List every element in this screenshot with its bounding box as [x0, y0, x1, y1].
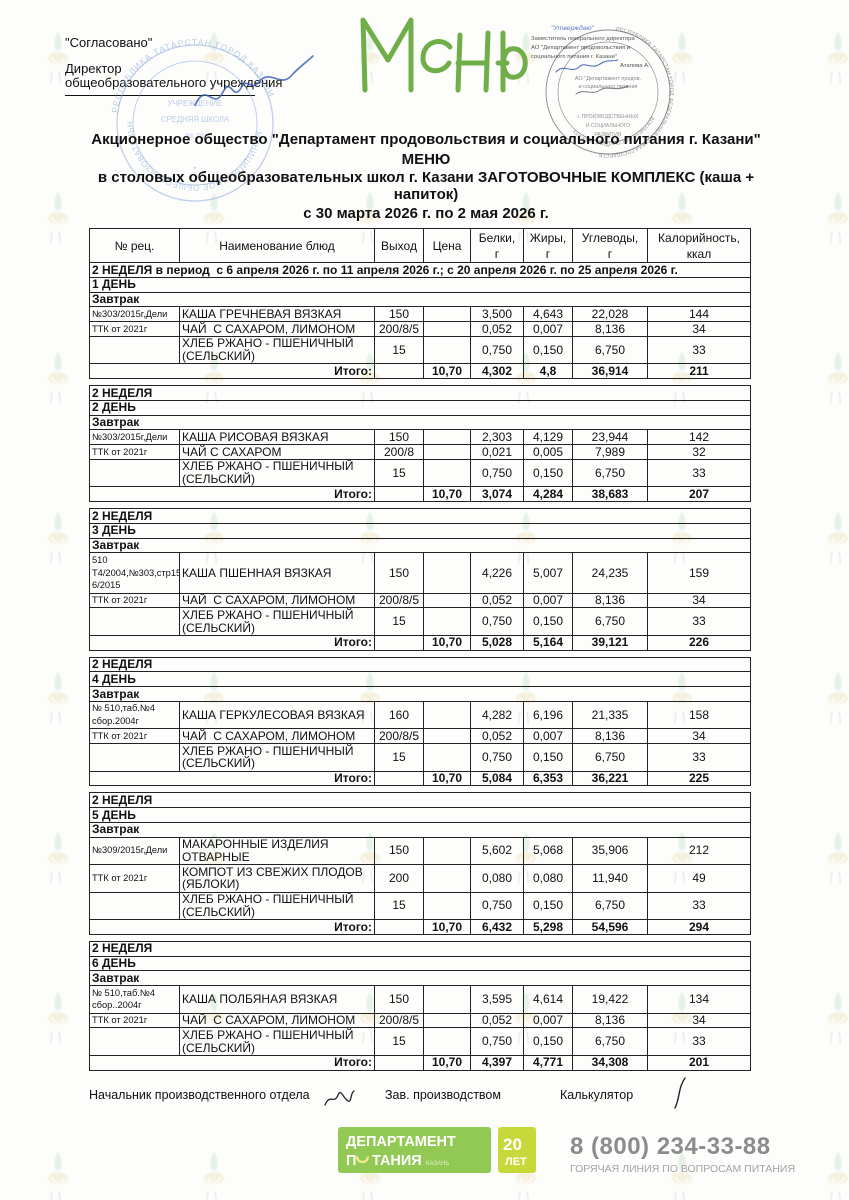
svg-text:Атапова А.: Атапова А.	[620, 63, 650, 69]
svg-text:АО "Департамент продовольствия: АО "Департамент продовольствия и	[531, 45, 630, 51]
svg-text:"Утверждаю": "Утверждаю"	[551, 24, 595, 32]
svg-text:ЛЕТ: ЛЕТ	[505, 1156, 527, 1168]
svg-text:КАЗАНЬ: КАЗАНЬ	[426, 1161, 449, 1167]
svg-text:20: 20	[503, 1135, 522, 1154]
svg-text:П: П	[346, 1153, 356, 1169]
svg-text:Заместитель генерального дирек: Заместитель генерального директора	[531, 36, 635, 42]
svg-text:ТАНИЯ: ТАНИЯ	[372, 1153, 422, 1169]
svg-text:социального питания г. Казани": социального питания г. Казани"	[531, 54, 617, 60]
svg-text:ДЕПАРТАМЕНТ: ДЕПАРТАМЕНТ	[346, 1134, 456, 1150]
